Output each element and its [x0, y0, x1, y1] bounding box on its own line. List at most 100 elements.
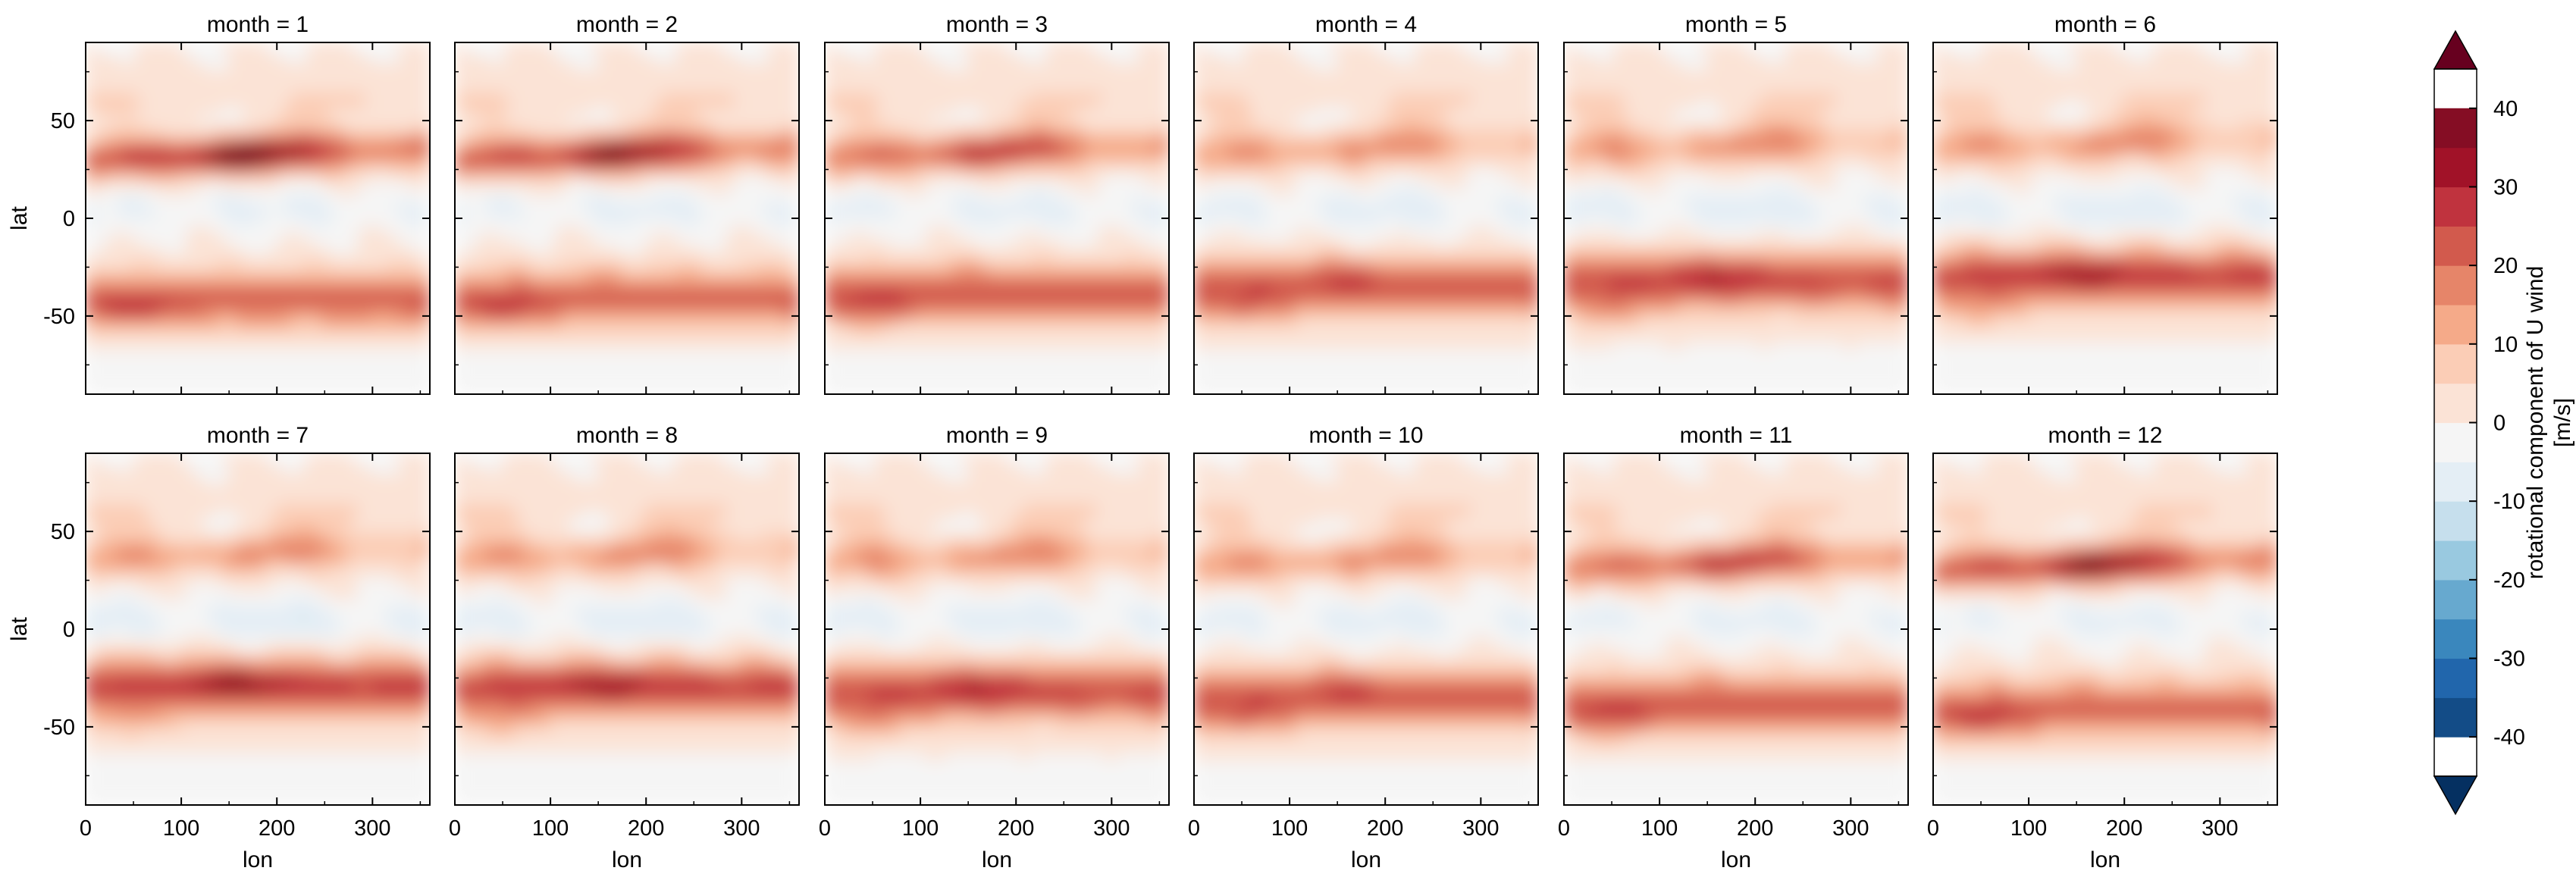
field-cell [407, 180, 417, 190]
field-cell [654, 371, 664, 381]
field-cell [228, 364, 237, 373]
field-cell [113, 290, 123, 300]
field-cell [497, 246, 506, 256]
field-cell [647, 122, 657, 131]
field-cell [357, 283, 366, 293]
field-cell [597, 78, 606, 87]
field-cell [343, 334, 352, 344]
field-cell [86, 334, 94, 344]
field-cell [654, 334, 664, 344]
field-cell [415, 70, 424, 80]
field-cell [350, 202, 359, 212]
field-cell [791, 188, 799, 197]
field-cell [206, 42, 216, 51]
field-cell [243, 174, 252, 183]
field-cell [525, 210, 535, 219]
field-cell [590, 356, 600, 366]
field-cell [468, 378, 478, 388]
field-cell [626, 386, 635, 394]
field-cell [407, 152, 417, 161]
field-cell [271, 196, 280, 205]
field-cell [497, 42, 506, 51]
field-cell [121, 210, 130, 219]
field-cell [364, 108, 374, 117]
field-cell [113, 268, 123, 278]
field-cell [468, 240, 478, 249]
field-cell [762, 283, 772, 293]
field-cell [393, 290, 403, 300]
field-cell [874, 56, 883, 65]
field-cell [113, 262, 123, 271]
field-cell [633, 342, 642, 351]
field-cell [733, 86, 743, 95]
field-cell [164, 371, 173, 381]
field-cell [726, 349, 735, 359]
field-cell [945, 49, 955, 58]
field-cell [1039, 64, 1048, 73]
field-cell [676, 283, 685, 293]
field-cell [178, 100, 187, 109]
field-cell [278, 312, 287, 322]
field-cell [647, 254, 657, 263]
field-cell [712, 276, 721, 285]
field-cell [271, 174, 280, 183]
field-cell [135, 100, 144, 109]
field-cell [547, 305, 556, 315]
field-cell [328, 254, 338, 263]
field-cell [321, 202, 331, 212]
field-cell [378, 42, 388, 51]
field-cell [243, 378, 252, 388]
field-cell [336, 268, 345, 278]
field-cell [307, 152, 316, 161]
field-cell [243, 70, 252, 80]
field-cell [604, 196, 614, 205]
field-cell [874, 70, 883, 80]
field-cell [747, 342, 757, 351]
field-cell [676, 349, 685, 359]
field-cell [504, 378, 513, 388]
field-cell [547, 188, 556, 197]
field-cell [547, 283, 556, 293]
field-cell [206, 92, 216, 102]
field-cell [583, 210, 592, 219]
field-cell [561, 349, 571, 359]
field-cell [519, 283, 528, 293]
field-cell [271, 262, 280, 271]
field-cell [343, 386, 352, 394]
field-cell [597, 49, 606, 58]
field-cell [519, 202, 528, 212]
field-cell [733, 56, 743, 65]
field-cell [619, 290, 628, 300]
field-cell [314, 320, 324, 329]
field-cell [791, 356, 799, 366]
field-cell [271, 130, 280, 139]
field-cell [712, 364, 721, 373]
field-cell [264, 371, 273, 381]
field-cell [960, 86, 970, 95]
field-cell [733, 246, 743, 256]
field-cell [697, 334, 707, 344]
field-cell [350, 342, 359, 351]
field-cell [199, 49, 208, 58]
field-cell [171, 202, 180, 212]
field-cell [421, 232, 430, 241]
field-cell [328, 42, 338, 51]
field-cell [199, 246, 208, 256]
field-cell [350, 232, 359, 241]
field-cell [221, 334, 230, 344]
field-cell [784, 334, 793, 344]
field-cell [92, 78, 101, 87]
field-cell [357, 144, 366, 153]
field-cell [733, 202, 743, 212]
field-cell [755, 42, 764, 51]
field-cell [590, 262, 600, 271]
field-cell [683, 320, 693, 329]
field-cell [504, 312, 513, 322]
field-cell [604, 371, 614, 381]
field-cell [590, 78, 600, 87]
field-cell [497, 312, 506, 322]
field-cell [967, 64, 976, 73]
field-cell [206, 218, 216, 227]
field-cell [113, 158, 123, 168]
field-cell [1075, 78, 1084, 87]
